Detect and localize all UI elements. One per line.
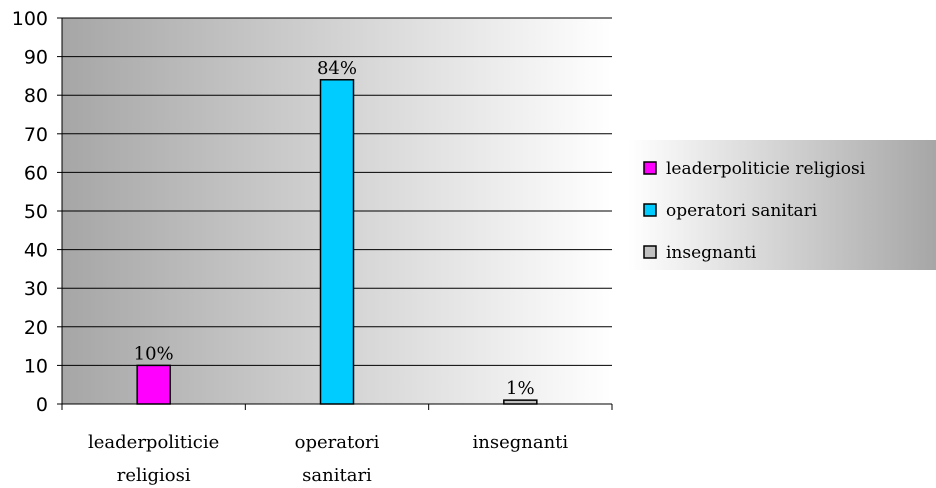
x-tick-label: leaderpoliticie religiosi [88, 432, 219, 486]
legend-label: leaderpoliticie religiosi [666, 159, 866, 179]
x-tick-label: operatori sanitari [295, 432, 380, 486]
y-tick-label: 40 [24, 240, 48, 262]
x-tick-label-line: operatori [295, 432, 380, 453]
y-tick-label: 80 [24, 85, 48, 107]
legend-swatch [643, 203, 657, 217]
y-tick-label: 50 [24, 201, 48, 223]
legend-swatch [643, 161, 657, 175]
y-tick-label: 20 [24, 317, 48, 339]
legend-label: insegnanti [666, 243, 757, 263]
bar [319, 79, 355, 405]
data-label: 84% [317, 58, 357, 79]
x-tick-label: insegnanti [472, 432, 568, 453]
y-tick-label: 70 [24, 124, 48, 146]
data-label: 10% [134, 343, 174, 364]
legend-box [628, 140, 936, 270]
data-label: 1% [506, 378, 535, 399]
y-tick-label: 60 [24, 162, 48, 184]
y-tick-label: 10 [24, 355, 48, 377]
y-tick-label: 30 [24, 278, 48, 300]
data-labels: 10% 84% 1% [134, 58, 535, 399]
bars [136, 79, 538, 405]
y-tick-label: 0 [36, 394, 48, 416]
legend-swatch [643, 245, 657, 259]
y-tick-labels: 0 10 20 30 40 50 60 70 80 90 100 [12, 8, 48, 416]
legend: leaderpoliticie religiosi operatori sanit… [628, 140, 936, 270]
x-tick-label-line: leaderpoliticie [88, 432, 219, 453]
y-tick-label: 90 [24, 47, 48, 69]
x-tick-label-line: religiosi [117, 465, 191, 486]
x-tick-labels: leaderpoliticie religiosi operatori sanitar… [88, 432, 568, 486]
x-tick-label-line: sanitari [302, 465, 372, 486]
x-tick-label-line: insegnanti [472, 432, 568, 453]
y-tick-label: 100 [12, 8, 48, 30]
legend-label: operatori sanitari [666, 201, 818, 221]
bar [136, 364, 171, 405]
bar [503, 399, 538, 405]
